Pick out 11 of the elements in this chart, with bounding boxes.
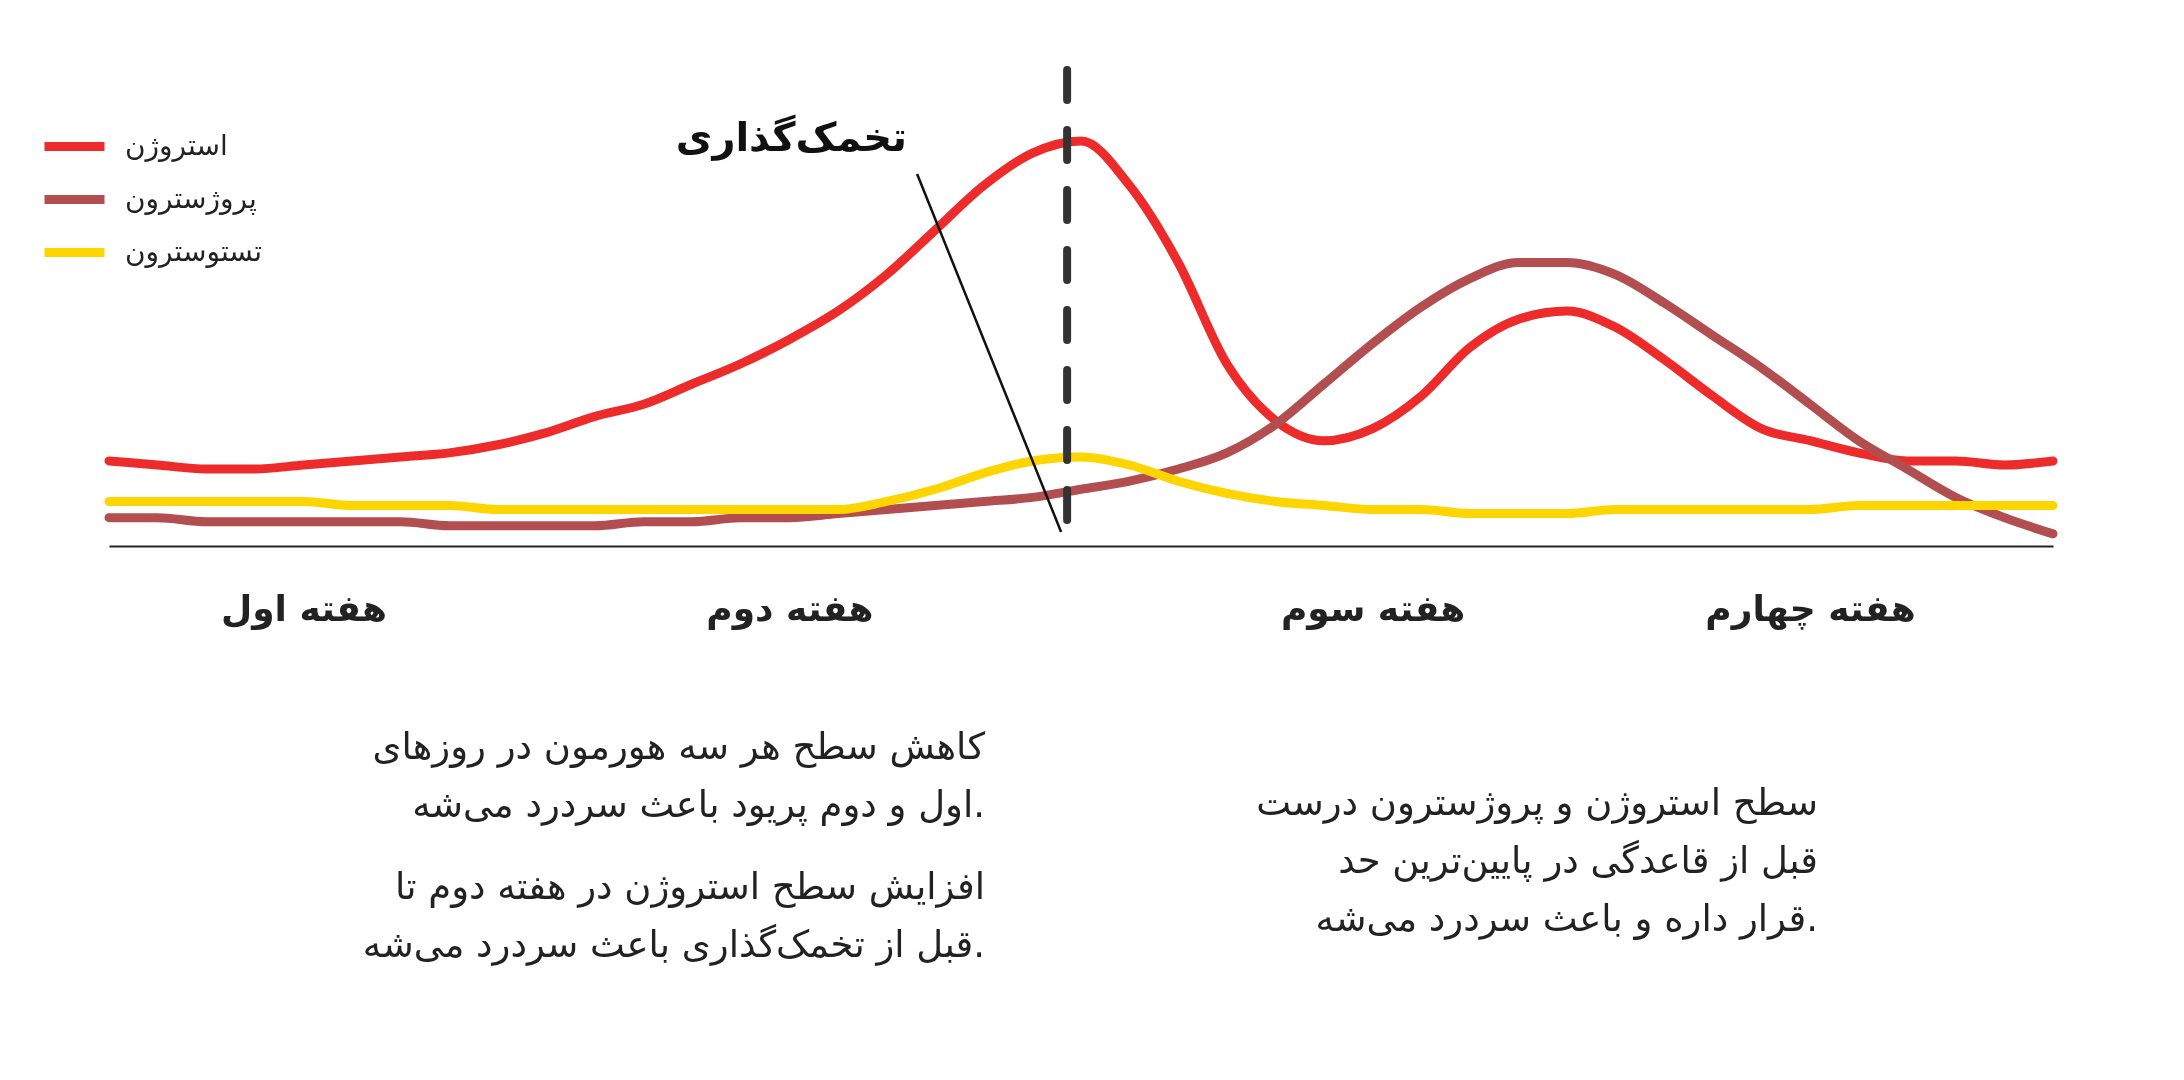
annotation: تخمک‌گذاری xyxy=(675,114,908,161)
x-tick-label: هفته سوم xyxy=(1280,587,1466,630)
text: سطح استروژن و پروژسترون درست قبل از قاعدگی در پایین‌ترین حد قرار داره و باعث سردرد می‌شه. xyxy=(1256,781,1818,940)
text: کاهش سطح هر سه هورمون در روزهای اول و دوم پریود باعث سردرد می‌شه. xyxy=(372,725,986,826)
legend-label: تستوسترون xyxy=(125,234,263,268)
x-tick-label: هفته اول xyxy=(220,587,387,630)
text: افزایش سطح استروژن در هفته دوم تا قبل از تخمک‌گذاری باعث سردرد می‌شه. xyxy=(362,865,985,966)
x-tick-label: هفته چهارم xyxy=(1705,587,1916,630)
legend-label: پروژسترون xyxy=(125,181,257,215)
x-tick-label: هفته دوم xyxy=(706,587,874,630)
legend-label: استروژن xyxy=(125,128,228,162)
